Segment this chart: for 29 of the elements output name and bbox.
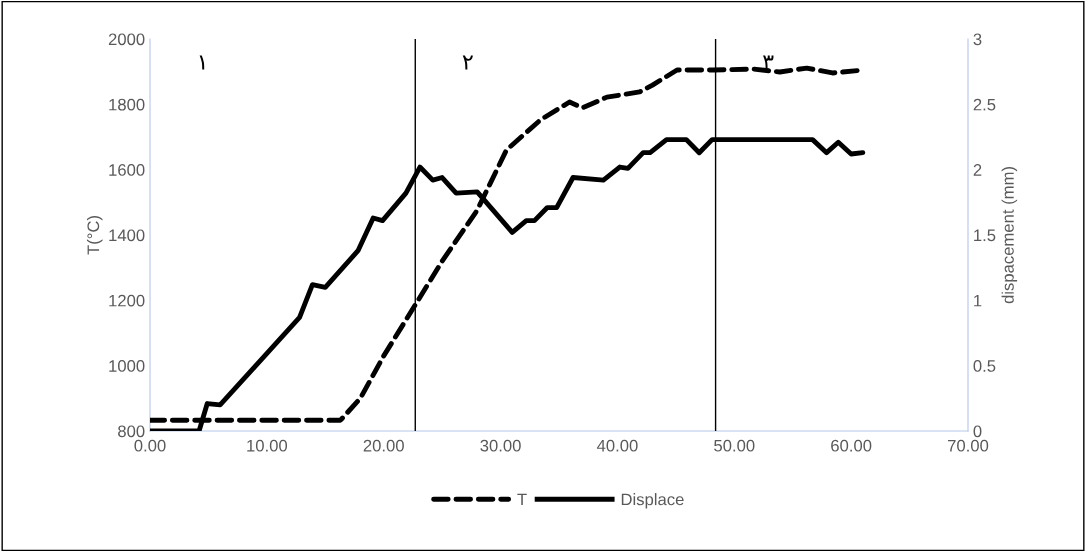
- annotation: ١: [199, 55, 205, 70]
- annotation: ٣: [763, 55, 774, 70]
- x-tick-label: 50.00: [714, 439, 755, 452]
- y2-tick-label: 2.5: [973, 98, 996, 111]
- y2-tick-label: 0.5: [973, 360, 996, 372]
- x-tick-label: 70.00: [948, 439, 989, 452]
- y2-tick-label: 2: [973, 164, 982, 176]
- y-tick-label: 1400: [109, 229, 145, 242]
- annotation: ٢: [462, 55, 473, 70]
- x-tick-label: 10.00: [247, 439, 288, 452]
- y2-axis-title: dispacement (mm): [1001, 167, 1018, 304]
- x-tick-label: 30.00: [480, 439, 521, 452]
- y-tick-label: 1600: [109, 164, 145, 176]
- y2-tick-label: 3: [973, 33, 982, 46]
- legend-label: T: [517, 493, 527, 506]
- y-axis-title: T(°C): [86, 216, 103, 255]
- y2-tick-label: 0: [973, 425, 982, 438]
- x-tick-label: 0.00: [134, 439, 166, 452]
- y-tick-label: 1200: [109, 294, 145, 307]
- x-tick-label: 40.00: [596, 439, 638, 452]
- y2-tick-label: 1.5: [974, 229, 996, 242]
- x-tick-label: 60.00: [831, 439, 872, 452]
- y2-tick-label: 1: [974, 294, 982, 307]
- y-tick-label: 2000: [108, 33, 145, 46]
- legend-label: Displace: [621, 493, 684, 509]
- y-tick-label: 1800: [109, 98, 145, 111]
- y-tick-label: 1000: [109, 360, 145, 372]
- y-tick-label: 800: [118, 425, 145, 438]
- x-tick-label: 20.00: [363, 439, 404, 452]
